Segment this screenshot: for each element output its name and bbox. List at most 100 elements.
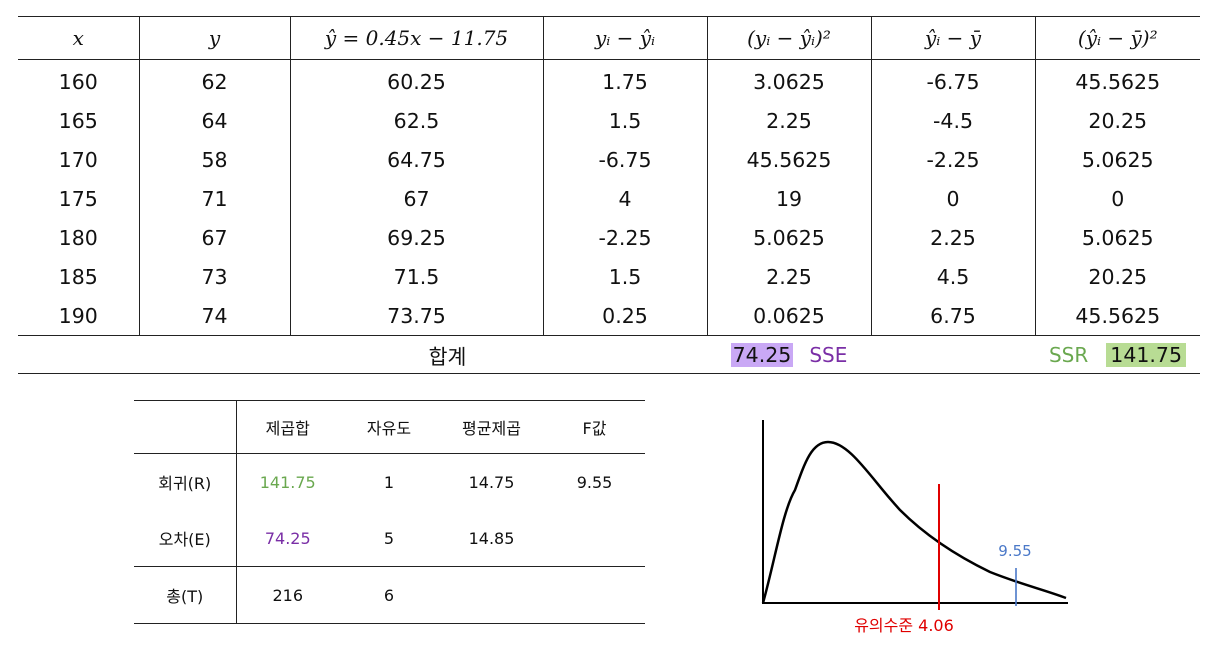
table-row: 190 74 73.75 0.25 0.0625 6.75 45.5625 <box>18 296 1200 336</box>
anova-row-label: 회귀(R) <box>134 453 237 510</box>
cell-y-hat: 69.25 <box>290 218 544 257</box>
cell-residual: 1.5 <box>543 257 708 296</box>
cell-y-hat: 67 <box>290 179 544 218</box>
cell-residual-squared: 2.25 <box>707 101 872 140</box>
anova-cell-sum-of-squares: 74.25 <box>264 528 311 548</box>
anova-cell-f: 9.55 <box>576 472 613 492</box>
cell-y-hat: 62.5 <box>290 101 544 140</box>
anova-cell-sum-of-squares: 216 <box>236 566 339 624</box>
cell-fitted-deviation-squared: 45.5625 <box>1075 69 1161 94</box>
anova-row-label: 오차(E) <box>134 510 237 567</box>
cell-x: 190 <box>18 296 140 336</box>
cell-fitted-deviation-squared: 0 <box>1111 186 1125 211</box>
anova-cell-mean-square <box>439 566 544 624</box>
cell-x: 175 <box>18 179 140 218</box>
f-density-curve <box>761 440 1067 604</box>
f-value-label: 9.55 <box>998 542 1031 560</box>
anova-header-degrees-of-freedom: 자유도 <box>339 400 439 454</box>
anova-header-mean-square: 평균제곱 <box>439 400 544 454</box>
header-fitted-deviation-squared: (ŷᵢ − ȳ)² <box>1035 16 1200 60</box>
anova-cell-f <box>544 510 645 567</box>
table-row: 175 71 67 4 19 0 0 <box>18 179 1200 218</box>
regression-header-row: x y ŷ = 0.45x − 11.75 yᵢ − ŷᵢ (yᵢ − ŷᵢ)²… <box>18 16 1200 60</box>
anova-cell-mean-square: 14.85 <box>468 528 515 548</box>
cell-x: 170 <box>18 140 140 179</box>
cell-fitted-deviation: -6.75 <box>871 59 1036 101</box>
cell-fitted-deviation: 0 <box>871 179 1036 218</box>
cell-fitted-deviation-squared: 45.5625 <box>1075 303 1161 328</box>
ssr-cell: SSR 141.75 <box>1035 335 1200 374</box>
cell-y-hat: 64.75 <box>290 140 544 179</box>
total-label: 합계 <box>18 335 707 374</box>
anova-cell-df: 6 <box>339 566 439 624</box>
cell-y: 74 <box>139 296 291 336</box>
sse-cell: 74.25 SSE <box>707 335 871 374</box>
cell-residual-squared: 45.5625 <box>707 140 872 179</box>
total-empty-cell <box>871 335 1035 374</box>
cell-y-hat: 60.25 <box>290 59 544 101</box>
cell-x: 160 <box>18 59 140 101</box>
anova-cell-f <box>544 566 645 624</box>
cell-residual: 0.25 <box>543 296 708 336</box>
header-residual: yᵢ − ŷᵢ <box>543 16 708 60</box>
cell-x: 165 <box>18 101 140 140</box>
cell-residual: -2.25 <box>543 218 708 257</box>
cell-residual: -6.75 <box>543 140 708 179</box>
anova-row-label: 총(T) <box>134 566 237 624</box>
anova-header-row: 제곱합 자유도 평균제곱 F값 <box>134 400 645 454</box>
cell-fitted-deviation-squared: 20.25 <box>1088 108 1148 133</box>
cell-x: 180 <box>18 218 140 257</box>
total-row: 합계 74.25 SSE SSR 141.75 <box>18 335 1200 374</box>
cell-residual-squared: 19 <box>707 179 872 218</box>
sse-value: 74.25 <box>730 342 794 367</box>
critical-value-label: 유의수준 4.06 <box>854 616 954 635</box>
cell-x: 185 <box>18 257 140 296</box>
cell-y: 71 <box>139 179 291 218</box>
anova-header-sum-of-squares: 제곱합 <box>236 400 339 454</box>
cell-y-hat: 71.5 <box>290 257 544 296</box>
cell-y: 58 <box>139 140 291 179</box>
cell-fitted-deviation-squared: 5.0625 <box>1081 225 1154 250</box>
cell-residual-squared: 2.25 <box>707 257 872 296</box>
table-row: 165 64 62.5 1.5 2.25 -4.5 20.25 <box>18 101 1200 140</box>
table-row: 170 58 64.75 -6.75 45.5625 -2.25 5.0625 <box>18 140 1200 179</box>
cell-residual: 1.5 <box>543 101 708 140</box>
anova-header-f-value: F값 <box>544 400 645 454</box>
anova-row-regression: 회귀(R) 141.75 1 14.75 9.55 <box>134 453 645 510</box>
cell-fitted-deviation-squared: 20.25 <box>1088 264 1148 289</box>
f-distribution-figure: 9.55 유의수준 4.06 <box>761 420 1068 635</box>
cell-y: 67 <box>139 218 291 257</box>
cell-y: 73 <box>139 257 291 296</box>
header-residual-squared: (yᵢ − ŷᵢ)² <box>707 16 872 60</box>
anova-cell-sum-of-squares: 141.75 <box>259 472 316 492</box>
anova-cell-df: 1 <box>383 472 395 492</box>
cell-y-hat: 73.75 <box>290 296 544 336</box>
cell-fitted-deviation: 6.75 <box>871 296 1036 336</box>
cell-residual-squared: 5.0625 <box>707 218 872 257</box>
anova-row-total: 총(T) 216 6 <box>134 566 645 624</box>
sse-tag: SSE <box>809 342 848 367</box>
regression-table: x y ŷ = 0.45x − 11.75 yᵢ − ŷᵢ (yᵢ − ŷᵢ)²… <box>18 16 1200 374</box>
header-y: y <box>139 16 291 60</box>
header-x: x <box>18 16 140 60</box>
header-fitted-deviation: ŷᵢ − ȳ <box>871 16 1036 60</box>
anova-cell-mean-square: 14.75 <box>468 472 515 492</box>
anova-table: 제곱합 자유도 평균제곱 F값 회귀(R) 141.75 1 14.75 9.5… <box>134 400 645 624</box>
table-row: 185 73 71.5 1.5 2.25 4.5 20.25 <box>18 257 1200 296</box>
cell-y: 62 <box>139 59 291 101</box>
cell-fitted-deviation-squared: 5.0625 <box>1081 147 1154 172</box>
cell-residual-squared: 3.0625 <box>707 59 872 101</box>
anova-cell-df: 5 <box>383 528 395 548</box>
cell-residual: 1.75 <box>543 59 708 101</box>
anova-row-error: 오차(E) 74.25 5 14.85 <box>134 510 645 567</box>
cell-y: 64 <box>139 101 291 140</box>
header-y-hat-equation: ŷ = 0.45x − 11.75 <box>290 16 544 60</box>
cell-fitted-deviation: -4.5 <box>871 101 1036 140</box>
cell-residual-squared: 0.0625 <box>707 296 872 336</box>
ssr-value: 141.75 <box>1106 342 1187 367</box>
cell-residual: 4 <box>543 179 708 218</box>
cell-fitted-deviation: -2.25 <box>871 140 1036 179</box>
ssr-tag: SSR <box>1048 342 1089 367</box>
table-row: 180 67 69.25 -2.25 5.0625 2.25 5.0625 <box>18 218 1200 257</box>
cell-fitted-deviation: 4.5 <box>871 257 1036 296</box>
